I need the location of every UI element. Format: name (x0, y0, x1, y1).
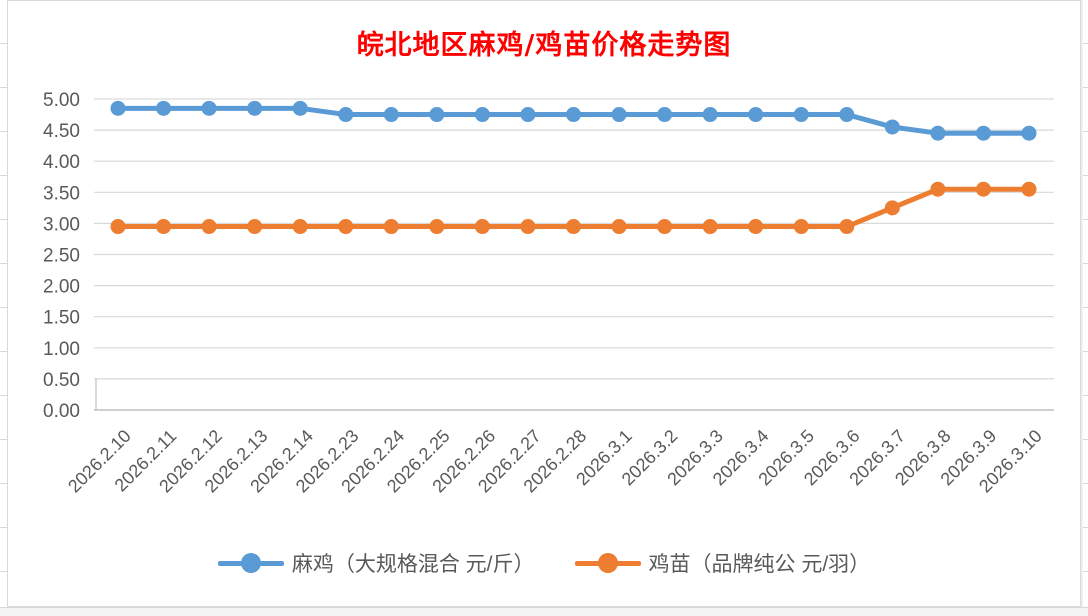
svg-text:0.00: 0.00 (43, 401, 80, 422)
chart-legend: 麻鸡（大规格混合 元/斤） 鸡苗（品牌纯公 元/羽） (8, 548, 1080, 578)
svg-text:5.00: 5.00 (43, 90, 80, 111)
blue-line-marker-icon (217, 553, 284, 573)
svg-text:3.50: 3.50 (43, 183, 80, 204)
svg-text:4.00: 4.00 (43, 152, 80, 173)
legend-item-machicken[interactable]: 麻鸡（大规格混合 元/斤） (217, 548, 535, 578)
sheet-gridlines-bottom (0, 607, 1088, 616)
legend-label-chick: 鸡苗（品牌纯公 元/羽） (648, 553, 871, 576)
legend-item-chick[interactable]: 鸡苗（品牌纯公 元/羽） (574, 548, 871, 578)
svg-text:4.50: 4.50 (43, 121, 80, 142)
sheet-gridlines-right (1083, 0, 1088, 616)
chart-title: 皖北地区麻鸡/鸡苗价格走势图 (356, 30, 732, 61)
legend-label-machicken: 麻鸡（大规格混合 元/斤） (291, 553, 535, 576)
price-trend-chart[interactable]: 皖北地区麻鸡/鸡苗价格走势图 0.00 0.50 1.00 1.50 2.00 2.50 3… (7, 0, 1081, 607)
sheet-gridlines-left (0, 0, 7, 616)
svg-text:1.00: 1.00 (43, 339, 80, 360)
svg-text:1.50: 1.50 (43, 308, 80, 329)
svg-text:3.00: 3.00 (43, 214, 80, 235)
orange-dot-icon (597, 553, 618, 573)
blue-dot-icon (240, 553, 261, 573)
orange-line-marker-icon (574, 553, 641, 573)
svg-text:0.50: 0.50 (43, 370, 80, 391)
plot-area: 0.00 0.50 1.00 1.50 2.00 2.50 3.00 3.50 4.00 4.50… (43, 90, 1054, 496)
svg-text:2.00: 2.00 (43, 277, 80, 298)
svg-text:2.50: 2.50 (43, 246, 80, 267)
